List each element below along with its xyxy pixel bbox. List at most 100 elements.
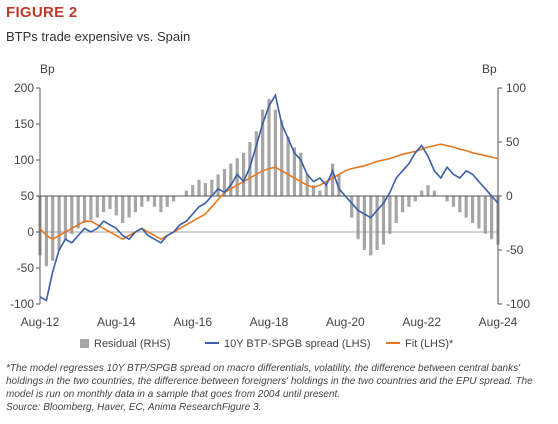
residual-bar-8	[89, 196, 93, 220]
residual-bar-68	[471, 196, 475, 223]
residual-bar-12	[114, 196, 118, 216]
residual-bar-34	[254, 131, 258, 196]
residual-bar-64	[445, 196, 449, 202]
residual-bar-69	[477, 196, 481, 229]
left-tick-label-5: -50	[17, 261, 35, 275]
right-axis-ticks: 100 50 0 -50 -100	[498, 81, 530, 311]
left-axis-unit: Bp	[40, 62, 55, 76]
right-tick-label-3: -50	[506, 243, 524, 257]
residual-bar-2	[51, 196, 55, 261]
residual-bar-29	[222, 169, 227, 196]
residual-bar-57	[401, 196, 405, 213]
residual-bar-66	[458, 196, 462, 213]
legend-swatch-0	[80, 339, 89, 348]
residual-bar-65	[451, 196, 456, 207]
x-tick-label-2: Aug-16	[173, 315, 212, 329]
right-axis-unit: Bp	[482, 62, 497, 76]
residual-bar-17	[146, 196, 150, 202]
residual-bar-14	[127, 196, 131, 218]
residual-bar-61	[426, 185, 430, 196]
residual-bar-36	[267, 98, 271, 196]
residual-bar-28	[216, 174, 220, 196]
left-tick-label-6: -100	[10, 297, 34, 311]
right-tick-label-0: 100	[506, 81, 526, 95]
residual-bar-54	[381, 196, 386, 245]
residual-bar-49	[350, 196, 354, 218]
residual-bar-52	[369, 196, 373, 256]
residual-bar-50	[356, 196, 360, 240]
legend-label-2: Fit (LHS)*	[405, 338, 454, 350]
footnote: *The model regresses 10Y BTP/SPGB spread…	[6, 362, 554, 414]
residual-bar-31	[235, 158, 239, 196]
legend-label-1: 10Y BTP-SPGB spread (LHS)	[224, 338, 371, 350]
residual-bar-27	[210, 179, 214, 196]
residual-bar-13	[121, 196, 125, 223]
residual-bar-38	[280, 120, 284, 196]
x-tick-label-5: Aug-22	[402, 315, 441, 329]
residual-bar-20	[165, 196, 169, 207]
residual-bar-62	[432, 190, 436, 196]
residual-bar-10	[102, 196, 106, 213]
left-tick-label-1: 150	[14, 117, 34, 131]
residual-bar-35	[261, 109, 265, 196]
residual-bar-30	[229, 163, 233, 196]
right-tick-label-1: 50	[506, 135, 520, 149]
residual-bar-40	[292, 147, 296, 196]
x-tick-label-3: Aug-18	[250, 315, 289, 329]
residual-bar-16	[140, 196, 144, 207]
residual-bar-32	[242, 152, 246, 196]
right-tick-label-2: 0	[506, 189, 513, 203]
fit-line	[39, 143, 499, 241]
residual-bar-45	[324, 185, 328, 196]
residual-bar-3	[57, 196, 61, 250]
x-tick-label-4: Aug-20	[326, 315, 365, 329]
residual-bar-56	[394, 196, 398, 223]
residual-bar-51	[362, 196, 366, 250]
residual-bar-6	[76, 196, 80, 229]
residual-bar-18	[152, 196, 157, 207]
residual-bar-1	[44, 196, 48, 267]
residual-bar-47	[337, 174, 341, 196]
x-tick-label-6: Aug-24	[479, 315, 518, 329]
residual-bar-11	[108, 196, 112, 209]
residual-bar-46	[331, 163, 335, 196]
residual-bar-25	[197, 179, 201, 196]
residual-bar-9	[95, 196, 99, 218]
figure-label: FIGURE 2	[6, 4, 78, 21]
residual-bar-58	[407, 196, 411, 207]
left-tick-label-2: 100	[14, 153, 34, 167]
residual-bar-24	[191, 185, 195, 196]
model-note: *The model regresses 10Y BTP/SPGB spread…	[6, 363, 533, 400]
residual-bar-59	[413, 196, 417, 202]
x-tick-label-1: Aug-14	[97, 315, 136, 329]
residual-bar-60	[420, 190, 424, 196]
residual-bar-44	[318, 190, 322, 196]
residual-bar-19	[159, 196, 163, 213]
spread-line	[39, 93, 499, 302]
residual-bar-23	[184, 190, 188, 196]
residual-bar-21	[172, 196, 176, 202]
x-tick-label-0: Aug-12	[21, 315, 60, 329]
residual-bar-37	[273, 109, 277, 196]
figure-title: BTPs trade expensive vs. Spain	[6, 29, 191, 44]
legend-label-0: Residual (RHS)	[94, 338, 170, 350]
left-tick-label-3: 50	[21, 189, 35, 203]
residual-bar-53	[375, 196, 379, 250]
residual-bar-26	[203, 183, 207, 196]
residual-bar-70	[483, 196, 487, 234]
residual-bar-39	[286, 136, 290, 196]
residual-bar-71	[490, 196, 494, 240]
residual-bar-7	[82, 196, 87, 223]
left-axis-ticks: 200 150 100 50 0 -50 -100	[10, 81, 40, 311]
right-tick-label-4: -100	[506, 297, 530, 311]
residual-bar-4	[63, 196, 67, 240]
residual-bar-15	[133, 196, 137, 213]
source-note: Source: Bloomberg, Haver, EC, Anima Rese…	[6, 402, 262, 413]
left-tick-label-4: 0	[27, 225, 34, 239]
residual-bar-41	[299, 152, 303, 196]
residual-bar-43	[311, 185, 316, 196]
left-tick-label-0: 200	[14, 81, 34, 95]
x-axis-ticks: Aug-12 Aug-14 Aug-16 Aug-18 Aug-20 Aug-22 Aug-…	[21, 315, 518, 329]
residual-bars	[38, 98, 500, 267]
